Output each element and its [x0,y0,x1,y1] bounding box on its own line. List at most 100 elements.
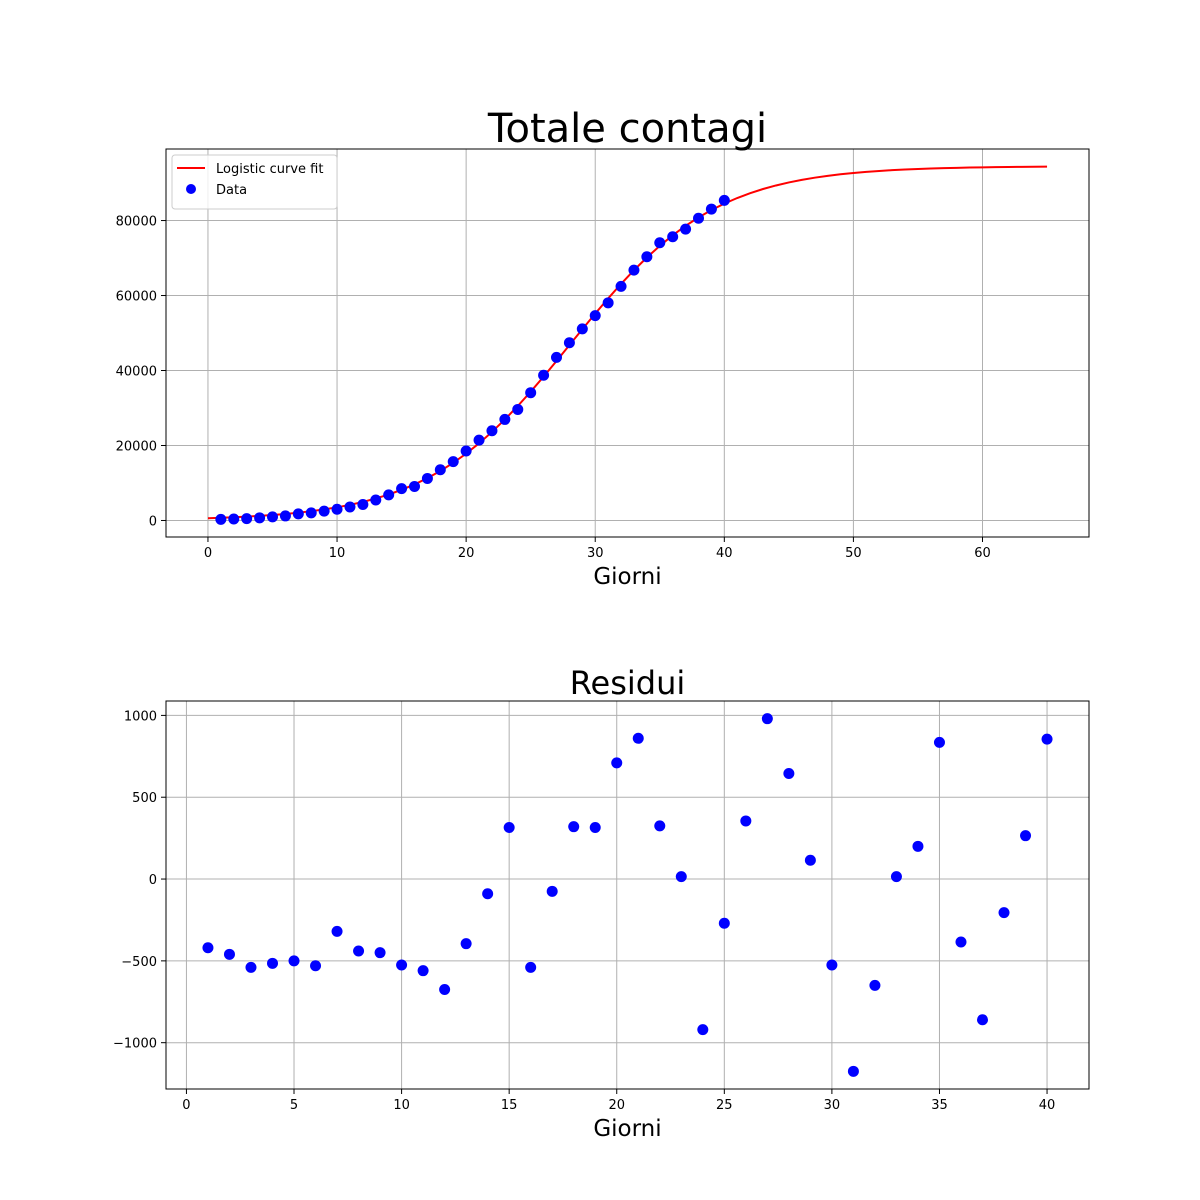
data-point [383,489,395,501]
data-point [611,757,623,769]
legend: Logistic curve fit Data [171,154,338,210]
data-point [223,948,235,960]
data-point [267,957,278,969]
data-point [525,961,537,973]
data-point [869,979,881,991]
data-point [705,203,717,215]
data-point [761,713,773,725]
data-point [546,885,558,897]
data-point [615,280,627,292]
x-tick-label: 0 [204,546,212,561]
data-point [482,888,494,900]
data-point [499,413,511,425]
y-tick-label: −500 [121,955,157,970]
y-tick-label: 1000 [124,709,157,724]
data-point [254,512,266,524]
chart-title: Totale contagi [487,106,767,152]
data-point [241,513,253,525]
data-point [977,1014,988,1026]
axes: 0 10 20 30 40 50 60 0 20000 40000 60000 80000 Totale… [116,106,1090,590]
legend-swatch [186,184,196,194]
data-point [654,237,666,249]
data-point [568,821,580,833]
legend-label: Data [216,183,247,198]
x-axis-label: Giorni [593,564,661,590]
axes: 0 5 10 15 20 25 30 35 40 −1000 −500 0 500 1000 Residui… [113,664,1090,1142]
data-point [486,425,498,437]
x-tick-label: 20 [608,1098,625,1113]
data-point [589,310,601,322]
data-point [215,513,227,525]
data-point [551,351,562,363]
data-point [331,925,343,937]
data-point [374,947,386,959]
data-point [421,472,433,484]
axes-frame [165,700,1090,1090]
data-point [353,945,365,957]
y-tick-label: −1000 [113,1037,157,1052]
data-point [202,942,214,954]
data-point [503,821,515,833]
legend-box [171,154,338,210]
data-point [697,1024,709,1036]
data-point [267,511,278,523]
data-point [718,917,730,929]
data-point [396,483,408,495]
data-point [667,231,679,243]
data-point [654,820,666,832]
data-point [434,464,446,476]
data-point [680,223,692,235]
data-point [344,501,356,513]
y-tick-label: 80000 [116,215,157,230]
data-point [1041,733,1053,745]
y-tick-label: 60000 [116,290,157,305]
data-point [460,445,472,457]
data-point [912,840,924,852]
x-tick-label: 10 [393,1098,410,1113]
x-tick-label: 0 [182,1098,190,1113]
data-point [396,959,408,971]
x-tick-label: 35 [931,1098,948,1113]
data-point [245,961,257,973]
data-point [460,938,472,950]
data-point [318,505,330,517]
data-point [473,434,485,446]
data-point [955,936,967,948]
data-point [998,907,1010,919]
data-point [417,965,429,977]
data-point [310,960,322,972]
data-point [602,297,614,309]
data-point [628,264,640,276]
data-point [563,337,575,349]
y-tick-label: 0 [149,514,157,529]
data-point [292,508,304,520]
y-tick-label: 40000 [116,365,157,380]
x-tick-label: 15 [501,1098,518,1113]
data-point [718,194,730,206]
data-point [288,955,300,967]
data-point [804,854,816,866]
x-axis-label: Giorni [593,1116,661,1142]
y-tick-label: 500 [132,791,157,806]
x-tick-label: 10 [329,546,346,561]
data-point [1020,830,1032,842]
x-tick-label: 25 [716,1098,733,1113]
data-point [228,513,240,525]
legend-label: Logistic curve fit [216,162,323,177]
x-tick-label: 20 [458,546,475,561]
data-point [675,871,687,883]
data-point [447,456,459,468]
data-point [525,387,537,399]
data-point [740,815,752,827]
data-point [693,212,704,224]
y-tick-label: 20000 [116,439,157,454]
chart-title: Residui [570,664,686,702]
data-point [512,403,524,415]
data-point [783,767,795,779]
data-point [538,369,550,381]
fit-line [207,165,1048,520]
data-point [305,507,317,519]
data-point [641,251,653,263]
data-point [370,494,382,506]
